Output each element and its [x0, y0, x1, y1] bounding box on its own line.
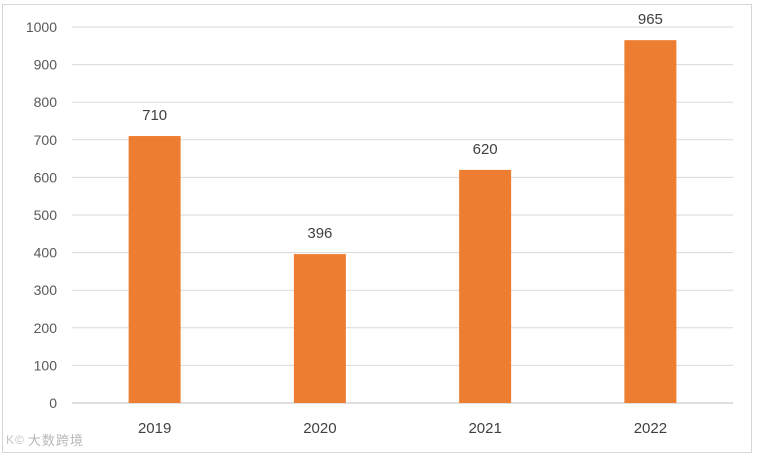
watermark-text: 大数跨境 — [27, 433, 84, 448]
bar-2019 — [128, 136, 181, 404]
y-tick-label: 100 — [34, 357, 58, 373]
y-tick-label: 200 — [34, 320, 58, 336]
y-tick-label: 600 — [34, 169, 58, 185]
y-tick-label: 900 — [34, 57, 58, 73]
y-tick-label: 400 — [34, 245, 58, 261]
x-tick-label-2019: 2019 — [138, 420, 171, 437]
y-tick-label: 700 — [34, 132, 58, 148]
y-axis-tick-labels: 0 100 200 300 400 500 600 700 800 900 1000 — [26, 19, 57, 411]
x-tick-label-2021: 2021 — [468, 420, 501, 437]
y-tick-label: 300 — [34, 282, 58, 298]
watermark: K© 大数跨境 — [6, 430, 84, 449]
data-label-2021: 620 — [473, 141, 498, 158]
data-label-2019: 710 — [142, 107, 167, 124]
x-tick-label-2020: 2020 — [303, 420, 336, 437]
y-tick-label: 500 — [34, 207, 58, 223]
y-tick-label: 1000 — [26, 19, 57, 35]
bars — [128, 40, 677, 404]
data-labels: 710 396 620 965 — [142, 11, 663, 242]
x-tick-label-2022: 2022 — [634, 420, 667, 437]
bar-2022 — [624, 40, 677, 403]
y-tick-label: 0 — [49, 395, 57, 411]
data-label-2020: 396 — [307, 225, 332, 242]
y-tick-label: 800 — [34, 94, 58, 110]
data-label-2022: 965 — [638, 11, 663, 28]
x-axis-tick-labels: 2019 2020 2021 2022 — [138, 420, 667, 437]
watermark-logo: K© — [6, 432, 25, 447]
gridlines — [72, 26, 733, 404]
bar-2021 — [459, 169, 512, 403]
bar-2020 — [293, 254, 346, 403]
